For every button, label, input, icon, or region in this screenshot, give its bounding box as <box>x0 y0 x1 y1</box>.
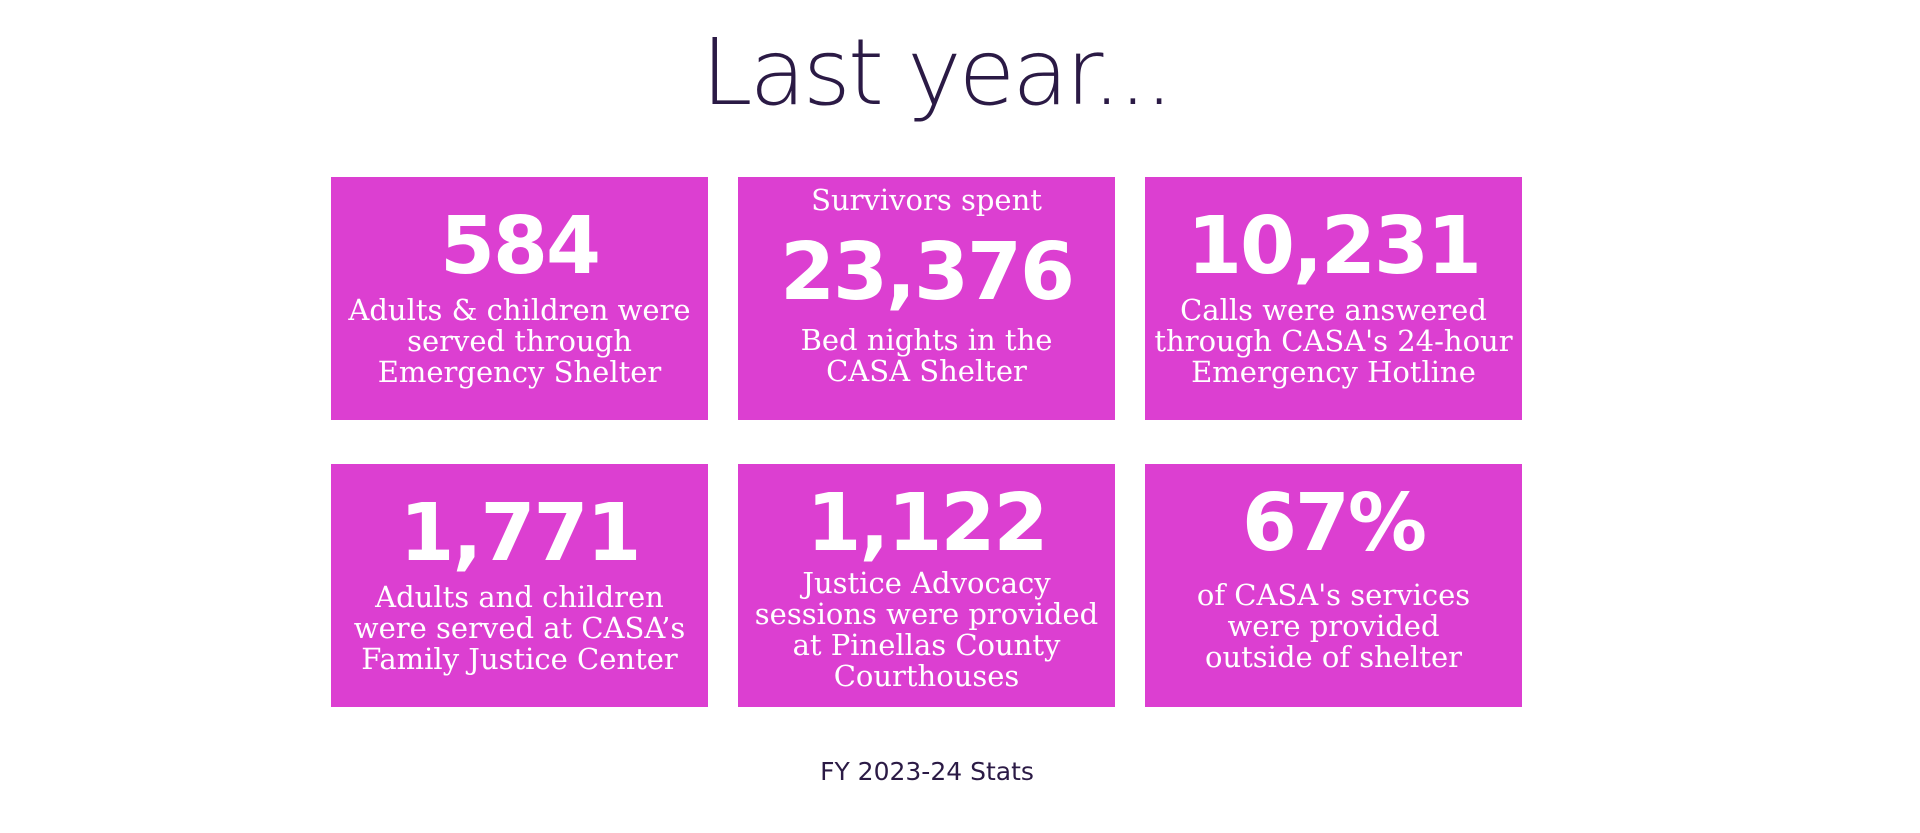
stat-card-shelter-served: 584 Adults & children were served throug… <box>331 177 708 420</box>
stat-number: 10,231 <box>1187 200 1482 292</box>
stat-description: Adults and children were served at CASA’… <box>353 580 686 676</box>
stat-card-bed-nights: Survivors spent 23,376 Bed nights in the… <box>738 177 1115 420</box>
stat-number: 23,376 <box>780 226 1075 318</box>
stat-card-justice-advocacy: 1,122 Justice Advocacy sessions were pro… <box>738 464 1115 707</box>
stat-card-family-justice-center: 1,771 Adults and children were served at… <box>331 464 708 707</box>
stat-description: Adults & children were served through Em… <box>348 293 691 389</box>
stat-description: Calls were answered through CASA's 24-ho… <box>1154 293 1513 389</box>
stat-number: 1,122 <box>806 477 1049 569</box>
stat-description: of CASA's services were provided outside… <box>1196 578 1471 674</box>
footer-caption: FY 2023-24 Stats <box>820 757 1034 786</box>
stat-description: Bed nights in the CASA Shelter <box>800 323 1053 388</box>
stat-number: 584 <box>440 200 601 292</box>
stat-number: 1,771 <box>399 487 642 579</box>
stat-prefix: Survivors spent <box>811 183 1042 217</box>
stat-card-outside-shelter: 67% of CASA's services were provided out… <box>1145 464 1522 707</box>
stat-description: Justice Advocacy sessions were provided … <box>754 566 1099 693</box>
stat-number: 67% <box>1241 477 1427 569</box>
stat-card-hotline-calls: 10,231 Calls were answered through CASA'… <box>1145 177 1522 420</box>
page-title: Last year... <box>701 19 1173 126</box>
